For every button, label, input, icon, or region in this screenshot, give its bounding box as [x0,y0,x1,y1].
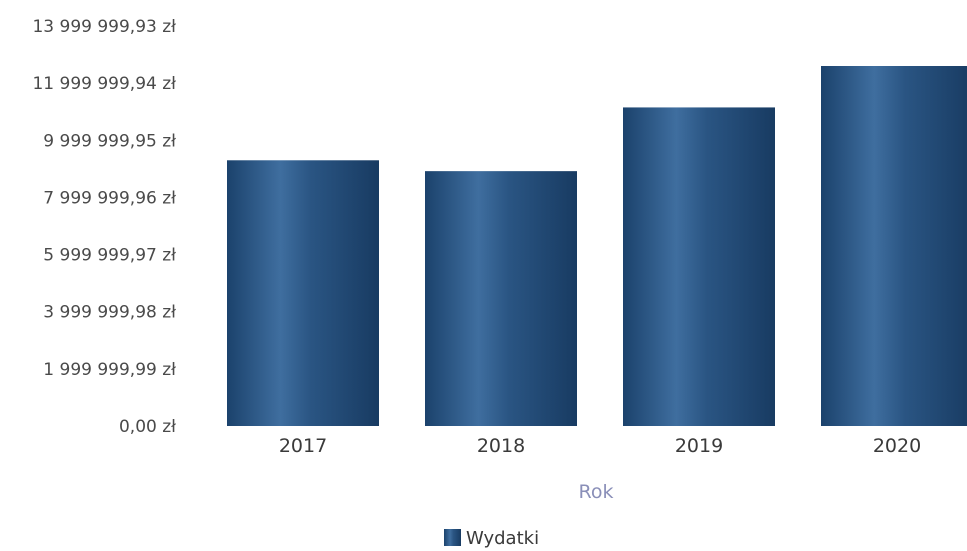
legend-label-wydatki: Wydatki [466,528,539,549]
y-tick-label: 5 999 999,97 zł [43,246,176,266]
bars [227,66,967,426]
x-tick-label-2017: 2017 [279,435,327,457]
x-tick-label-2019: 2019 [675,435,723,457]
bar-2018[interactable] [425,171,577,426]
y-tick-label: 7 999 999,96 zł [43,188,176,208]
legend[interactable]: Wydatki [444,528,539,549]
x-axis: 2017 2018 2019 2020 [279,435,921,457]
x-tick-label-2020: 2020 [873,435,921,457]
y-tick-label: 9 999 999,95 zł [43,131,176,151]
bar-2017[interactable] [227,160,379,426]
y-tick-label: 13 999 999,93 zł [32,17,176,37]
x-tick-label-2018: 2018 [477,435,525,457]
y-tick-label: 1 999 999,99 zł [43,360,176,380]
bar-2020[interactable] [821,66,967,426]
y-axis: 0,00 zł 1 999 999,99 zł 3 999 999,98 zł 5 9… [32,17,176,437]
x-axis-title: Rok [579,481,614,503]
bar-2019[interactable] [623,107,775,426]
y-tick-label: 0,00 zł [119,417,176,437]
y-tick-label: 3 999 999,98 zł [43,303,176,323]
y-tick-label: 11 999 999,94 zł [32,74,176,94]
legend-swatch-wydatki [444,529,461,546]
